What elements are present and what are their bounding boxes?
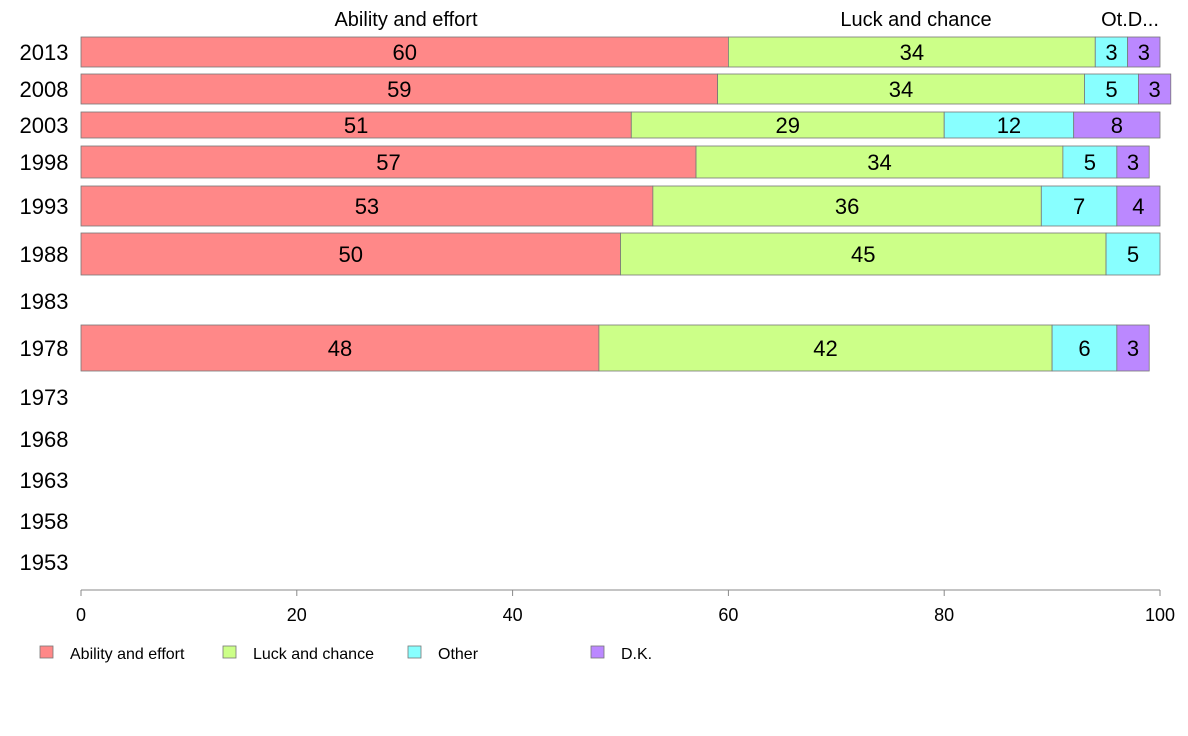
bar-2008-series-1 (717, 73, 1085, 105)
data-label-2008-series-1: 34 (889, 77, 913, 102)
category-label-2003: 2003 (20, 113, 69, 138)
bar-2008-series-0 (80, 73, 719, 105)
column-header-label: Luck and chance (840, 9, 991, 31)
data-label-2013-series-0: 60 (392, 40, 416, 65)
category-label-1988: 1988 (20, 242, 69, 267)
data-label-1988-series-1: 45 (851, 242, 875, 267)
column-header-labels: Ability and effort Luck and chance Ot.D... (334, 9, 1158, 31)
column-header-label: Ot.D... (1101, 9, 1159, 31)
data-label-2003-series-0: 51 (344, 113, 368, 138)
bar-1988-series-0 (80, 232, 621, 276)
bar-2003-series-3 (1073, 111, 1161, 139)
bar-2013-series-1 (728, 36, 1096, 68)
data-label-1993-series-2: 7 (1073, 194, 1085, 219)
x-tick-label: 60 (718, 605, 738, 625)
bar-1978-series-3 (1116, 324, 1150, 372)
data-label-1993-series-0: 53 (355, 194, 379, 219)
bar-area: 60 34 3 359 34 5 351 29 12 857 34 5 353 36 7 450 45 548 42… (80, 36, 1172, 372)
data-label-2013-series-3: 3 (1138, 40, 1150, 65)
data-label-2008-series-2: 5 (1105, 77, 1117, 102)
data-label-2008-series-3: 3 (1148, 77, 1160, 102)
bar-2013-series-2 (1094, 36, 1129, 68)
category-label-1998: 1998 (20, 150, 69, 175)
category-label-1978: 1978 (20, 336, 69, 361)
x-tick-label: 100 (1145, 605, 1175, 625)
category-label-2013: 2013 (20, 40, 69, 65)
x-tick-label: 80 (934, 605, 954, 625)
bar-1993-series-1 (652, 185, 1042, 227)
category-label-1983: 1983 (20, 289, 69, 314)
data-label-1988-series-0: 50 (339, 242, 363, 267)
data-label-1978-series-1: 42 (813, 336, 837, 361)
legend-swatch (590, 645, 605, 659)
bar-2008-series-3 (1138, 73, 1172, 105)
bar-2003-series-0 (80, 111, 632, 139)
legend: Ability and effort Luck and chance Other D.… (39, 645, 652, 663)
legend-label: Ability and effort (70, 646, 185, 663)
bar-1988-series-2 (1105, 232, 1161, 276)
bar-2003-series-1 (630, 111, 945, 139)
data-label-2003-series-2: 12 (997, 113, 1021, 138)
bar-1998-series-1 (695, 145, 1064, 179)
category-label-1973: 1973 (20, 385, 69, 410)
data-label-1978-series-2: 6 (1078, 336, 1090, 361)
legend-swatch (39, 645, 54, 659)
legend-item: Ability and effort (39, 645, 185, 663)
data-label-2008-series-0: 59 (387, 77, 411, 102)
bar-1998-series-0 (80, 145, 697, 179)
bar-2013-series-3 (1127, 36, 1161, 68)
data-label-2013-series-1: 34 (900, 40, 924, 65)
bar-2013-series-0 (80, 36, 729, 68)
legend-label: D.K. (621, 646, 652, 663)
bar-1993-series-2 (1040, 185, 1118, 227)
data-label-2003-series-1: 29 (776, 113, 800, 138)
category-label-2008: 2008 (20, 77, 69, 102)
column-header-label: Ability and effort (334, 9, 477, 31)
legend-item: Luck and chance (222, 645, 374, 663)
data-label-1998-series-2: 5 (1084, 150, 1096, 175)
x-tick-label: 0 (76, 605, 86, 625)
legend-label: Luck and chance (253, 646, 374, 663)
data-label-2003-series-3: 8 (1111, 113, 1123, 138)
x-tick-label: 40 (503, 605, 523, 625)
data-label-1978-series-0: 48 (328, 336, 352, 361)
data-label-1993-series-1: 36 (835, 194, 859, 219)
bar-1993-series-3 (1116, 185, 1161, 227)
category-label-1963: 1963 (20, 468, 69, 493)
bar-1978-series-1 (598, 324, 1053, 372)
legend-item: D.K. (590, 645, 652, 663)
bar-1993-series-0 (80, 185, 654, 227)
category-labels: 2013 2008 2003 1998 1993 1988 1983 1978 1973 1968… (20, 40, 69, 575)
bar-1988-series-1 (620, 232, 1107, 276)
category-label-1953: 1953 (20, 550, 69, 575)
category-label-1958: 1958 (20, 509, 69, 534)
x-axis: 0 20 40 60 80 100 (76, 589, 1175, 625)
category-label-1993: 1993 (20, 194, 69, 219)
x-tick-label: 20 (287, 605, 307, 625)
data-label-1998-series-1: 34 (867, 150, 891, 175)
legend-swatch (222, 645, 237, 659)
data-label-1998-series-0: 57 (376, 150, 400, 175)
category-label-1968: 1968 (20, 427, 69, 452)
data-label-1978-series-3: 3 (1127, 336, 1139, 361)
legend-swatch (407, 645, 422, 659)
bar-2008-series-2 (1084, 73, 1139, 105)
legend-item: Other (407, 645, 479, 663)
data-label-2013-series-2: 3 (1105, 40, 1117, 65)
data-label-1988-series-2: 5 (1127, 242, 1139, 267)
data-label-1998-series-3: 3 (1127, 150, 1139, 175)
legend-label: Other (438, 646, 479, 663)
data-label-1993-series-3: 4 (1132, 194, 1144, 219)
bar-1998-series-3 (1116, 145, 1150, 179)
